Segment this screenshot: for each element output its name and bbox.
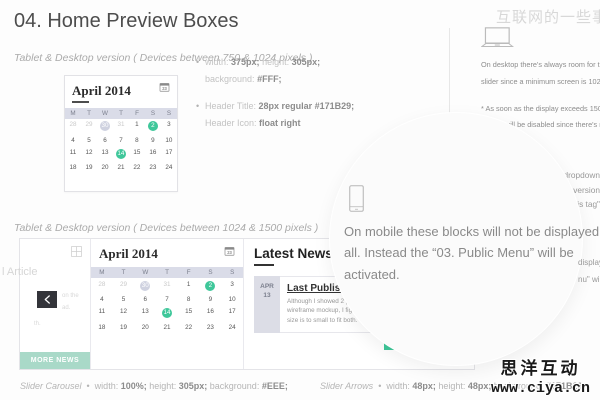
svg-text:23: 23 — [162, 86, 167, 91]
svg-text:23: 23 — [227, 250, 232, 255]
